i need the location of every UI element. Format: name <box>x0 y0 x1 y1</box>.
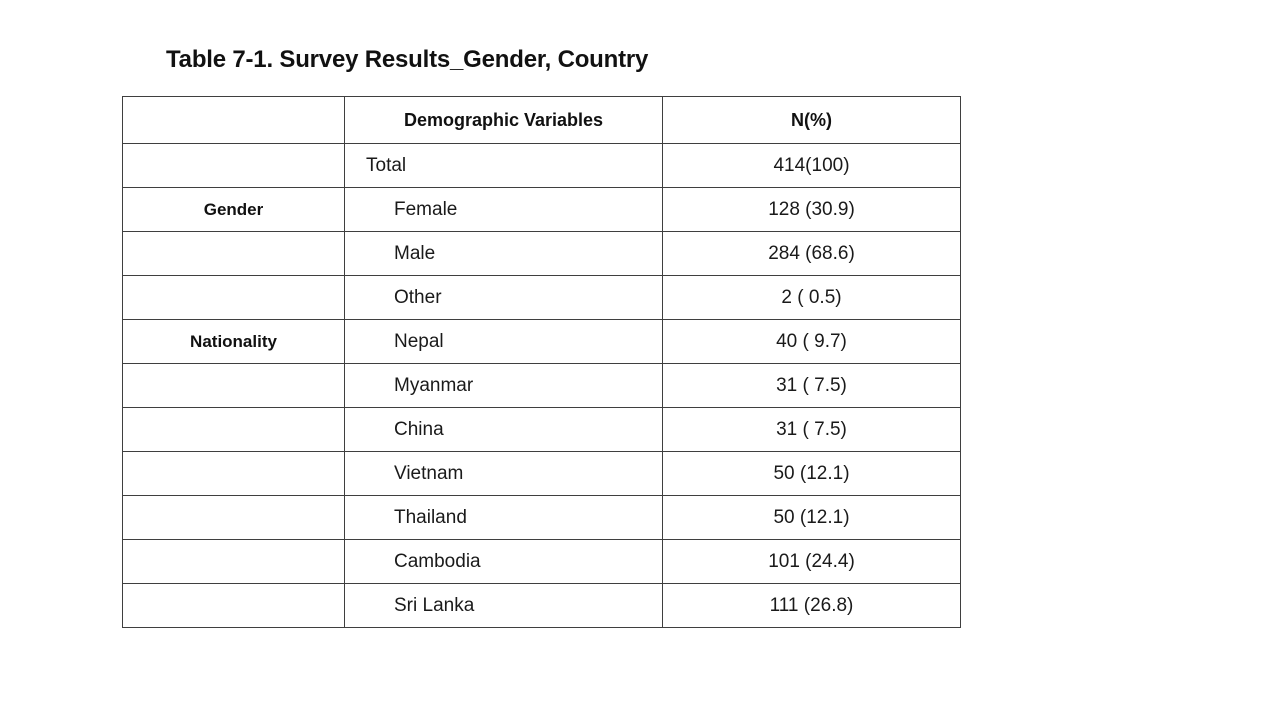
variable-cell: Nepal <box>344 319 663 364</box>
table-title: Table 7-1. Survey Results_Gender, Countr… <box>166 46 649 73</box>
category-cell <box>122 231 345 276</box>
value-cell: 284 (68.6) <box>662 231 961 276</box>
table-row-vietnam: Vietnam 50 (12.1) <box>122 451 961 496</box>
table-row-other: Other 2 ( 0.5) <box>122 275 961 320</box>
variable-cell: Other <box>344 275 663 320</box>
header-variable-cell: Demographic Variables <box>344 96 663 144</box>
category-cell <box>122 363 345 408</box>
variable-cell: Male <box>344 231 663 276</box>
category-cell <box>122 451 345 496</box>
variable-cell: Myanmar <box>344 363 663 408</box>
table-row-female: Gender Female 128 (30.9) <box>122 187 961 232</box>
category-cell-nationality: Nationality <box>122 319 345 364</box>
variable-cell: Thailand <box>344 495 663 540</box>
category-cell <box>122 143 345 188</box>
variable-cell: Cambodia <box>344 539 663 584</box>
category-cell-gender: Gender <box>122 187 345 232</box>
value-cell: 111 (26.8) <box>662 583 961 628</box>
table-row-myanmar: Myanmar 31 ( 7.5) <box>122 363 961 408</box>
survey-results-table: Demographic Variables N(%) Total 414(100… <box>122 96 961 628</box>
value-cell: 101 (24.4) <box>662 539 961 584</box>
value-cell: 414(100) <box>662 143 961 188</box>
category-cell <box>122 583 345 628</box>
value-cell: 50 (12.1) <box>662 495 961 540</box>
category-cell <box>122 407 345 452</box>
table-row-china: China 31 ( 7.5) <box>122 407 961 452</box>
category-cell <box>122 495 345 540</box>
variable-cell: Female <box>344 187 663 232</box>
variable-cell: Total <box>344 143 663 188</box>
value-cell: 50 (12.1) <box>662 451 961 496</box>
value-cell: 40 ( 9.7) <box>662 319 961 364</box>
value-cell: 31 ( 7.5) <box>662 407 961 452</box>
value-cell: 31 ( 7.5) <box>662 363 961 408</box>
table-row-cambodia: Cambodia 101 (24.4) <box>122 539 961 584</box>
table-row-male: Male 284 (68.6) <box>122 231 961 276</box>
table-row-total: Total 414(100) <box>122 143 961 188</box>
variable-cell: Vietnam <box>344 451 663 496</box>
value-cell: 128 (30.9) <box>662 187 961 232</box>
table-header-row: Demographic Variables N(%) <box>122 96 961 144</box>
value-cell: 2 ( 0.5) <box>662 275 961 320</box>
variable-cell: China <box>344 407 663 452</box>
table-row-sri-lanka: Sri Lanka 111 (26.8) <box>122 583 961 628</box>
table-row-thailand: Thailand 50 (12.1) <box>122 495 961 540</box>
header-npct-cell: N(%) <box>662 96 961 144</box>
category-cell <box>122 539 345 584</box>
header-category-cell <box>122 96 345 144</box>
variable-cell: Sri Lanka <box>344 583 663 628</box>
table-row-nepal: Nationality Nepal 40 ( 9.7) <box>122 319 961 364</box>
category-cell <box>122 275 345 320</box>
